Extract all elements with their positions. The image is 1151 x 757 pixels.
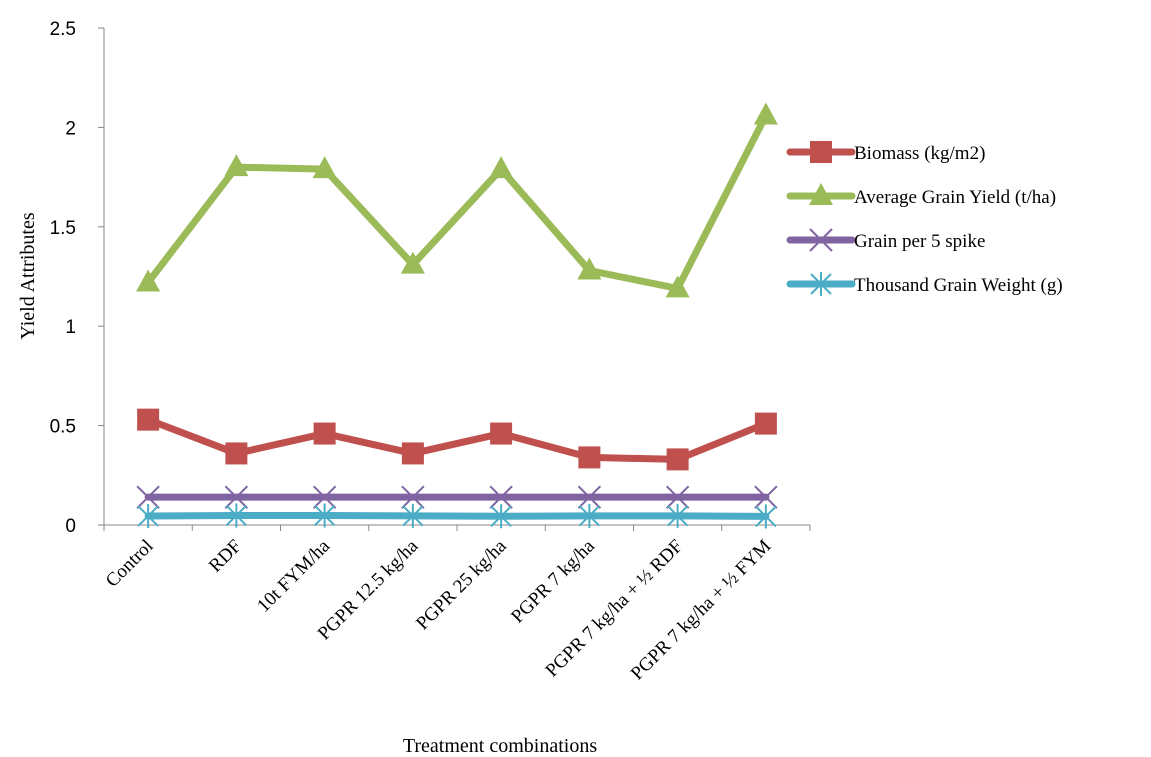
data-point: [489, 485, 513, 509]
data-point: [401, 442, 424, 465]
data-point: [577, 485, 602, 509]
data-point: [754, 412, 777, 435]
legend-item: Grain per 5 spike: [786, 228, 985, 252]
legend-label: Average Grain Yield (t/ha): [854, 187, 1056, 208]
data-point: [490, 504, 512, 529]
data-point: [401, 485, 425, 509]
series-1: [136, 102, 778, 298]
data-point: [578, 446, 601, 469]
data-point: [578, 503, 601, 528]
data-point: [665, 275, 690, 298]
data-point: [754, 485, 778, 509]
series-2: [136, 485, 778, 509]
legend-label: Biomass (kg/m2): [854, 143, 985, 164]
x-tick-label: 10t FYM/ha: [253, 535, 334, 616]
y-axis-title: Yield Attributes: [17, 212, 39, 339]
series-line: [144, 111, 770, 292]
data-point: [402, 503, 424, 528]
legend-swatch-marker: [810, 141, 832, 163]
data-point: [136, 269, 161, 292]
x-axis-title: Treatment combinations: [403, 735, 597, 757]
data-point: [400, 251, 425, 274]
data-point: [753, 102, 778, 125]
x-tick-label: Control: [102, 536, 158, 592]
data-point: [224, 154, 249, 177]
y-tick-label: 2.5: [50, 19, 76, 40]
data-point: [312, 156, 337, 179]
y-tick-label: 1.5: [50, 218, 76, 239]
legend-label: Thousand Grain Weight (g): [854, 275, 1063, 296]
legend-swatch-marker: [809, 183, 833, 205]
data-point: [665, 485, 690, 509]
series-line: [144, 416, 770, 463]
data-point: [489, 156, 514, 179]
data-point: [137, 504, 159, 529]
x-tick-label: PGPR 25 kg/ha: [412, 535, 511, 634]
x-tick-label: RDF: [205, 536, 246, 577]
data-point: [225, 503, 248, 528]
y-tick-label: 2: [65, 118, 76, 139]
legend-label: Grain per 5 spike: [854, 231, 985, 252]
data-point: [224, 485, 249, 509]
data-point: [313, 422, 336, 445]
data-point: [755, 504, 777, 529]
data-point: [136, 485, 160, 509]
x-tick-label: PGPR 7 kg/ha: [507, 535, 599, 627]
data-point: [577, 257, 602, 280]
data-point: [313, 503, 336, 528]
legend-item: Biomass (kg/m2): [786, 141, 985, 164]
legend-item: Average Grain Yield (t/ha): [786, 183, 1056, 208]
y-tick-label: 0.5: [50, 417, 76, 438]
data-point: [490, 422, 513, 445]
y-tick-label: 1: [65, 317, 76, 338]
y-tick-label: 0: [65, 516, 76, 537]
legend-swatch-marker: [810, 272, 832, 296]
data-point: [137, 408, 160, 431]
series-0: [137, 408, 777, 471]
data-point: [666, 448, 689, 471]
series-3: [137, 503, 777, 529]
legend: Biomass (kg/m2) Average Grain Yield (t/ha…: [786, 141, 1063, 296]
legend-swatch-marker: [809, 228, 833, 252]
legend-item: Thousand Grain Weight (g): [786, 272, 1063, 296]
data-point: [225, 442, 248, 465]
series-line: [144, 511, 770, 520]
data-point: [312, 485, 337, 509]
data-point: [666, 503, 689, 528]
